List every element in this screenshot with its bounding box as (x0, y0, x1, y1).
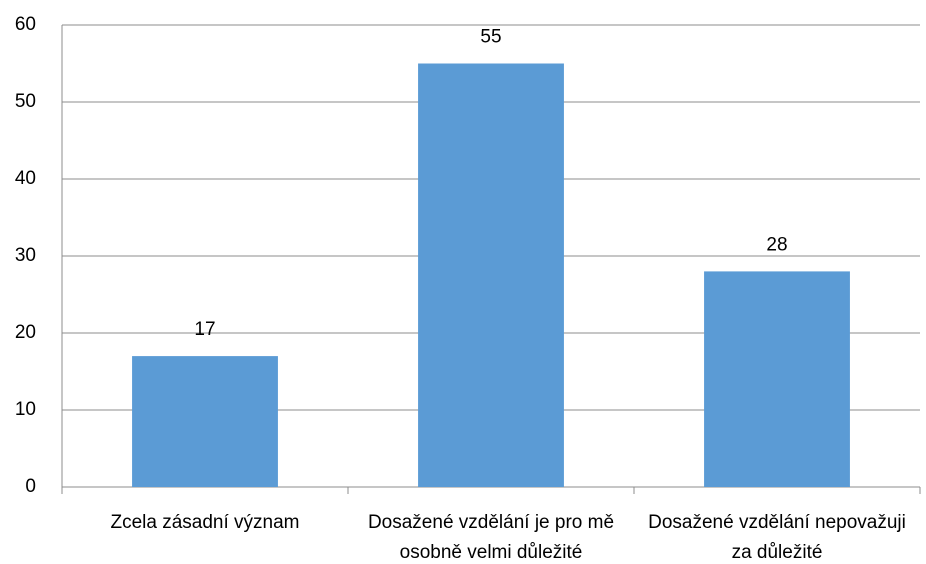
bar (704, 271, 850, 487)
x-tick-label: Zcela zásadní význam (110, 512, 300, 533)
y-tick-label: 10 (15, 399, 36, 420)
y-tick-label: 50 (15, 91, 36, 112)
x-tick-label: Dosažené vzdělání je pro mě osobně velmi… (367, 512, 615, 563)
y-tick-label: 40 (15, 168, 36, 189)
y-tick-label: 60 (15, 14, 36, 35)
value-label: 28 (766, 234, 787, 255)
y-tick-label: 20 (15, 322, 36, 343)
value-label: 17 (194, 319, 215, 340)
x-tick-label: Dosažené vzdělání nepovažuji za důležité (648, 512, 906, 563)
y-tick-label: 0 (25, 476, 36, 497)
value-label: 55 (480, 27, 501, 48)
y-tick-label: 30 (15, 245, 36, 266)
bar (132, 356, 278, 487)
bar (418, 63, 564, 487)
